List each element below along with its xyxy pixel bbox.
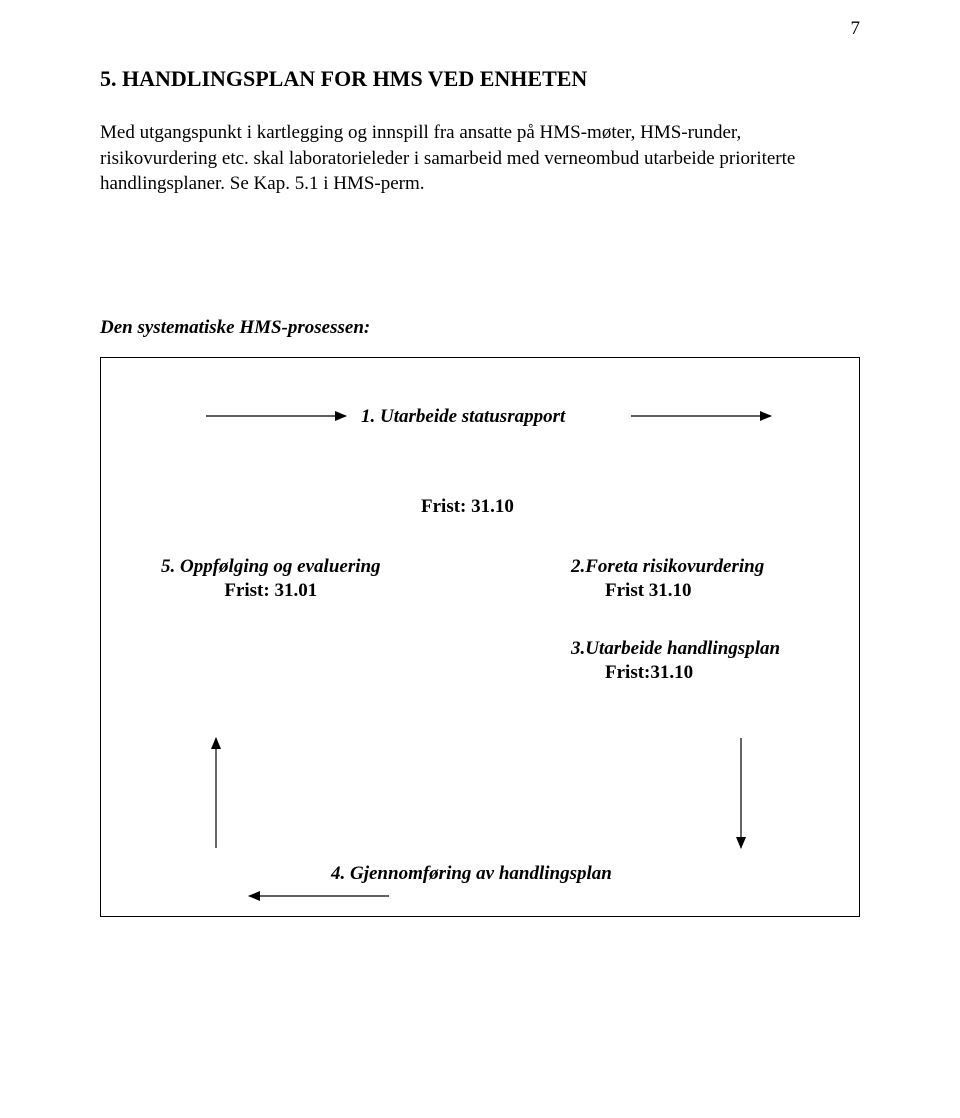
page: 7 5. HANDLINGSPLAN FOR HMS VED ENHETEN M… — [0, 0, 960, 1118]
step-2-deadline: Frist 31.10 — [605, 580, 764, 602]
body-paragraph: Med utgangspunkt i kartlegging og innspi… — [100, 120, 860, 197]
step-3-label: 3.Utarbeide handlingsplan — [571, 638, 780, 660]
step-5-label: 5. Oppfølging og evaluering — [161, 556, 381, 578]
section-heading: 5. HANDLINGSPLAN FOR HMS VED ENHETEN — [100, 66, 860, 92]
step-5: 5. Oppfølging og evaluering Frist: 31.01 — [161, 556, 381, 602]
step-1-label: 1. Utarbeide statusrapport — [361, 406, 565, 427]
process-subheading: Den systematiske HMS-prosessen: — [100, 317, 860, 339]
page-number: 7 — [851, 18, 861, 40]
step-3: 3.Utarbeide handlingsplan Frist:31.10 — [571, 638, 780, 684]
step-4-label: 4. Gjennomføring av handlingsplan — [331, 863, 612, 884]
step-5-deadline: Frist: 31.01 — [161, 580, 381, 602]
step-2-label: 2.Foreta risikovurdering — [571, 556, 764, 578]
step-1: 1. Utarbeide statusrapport — [361, 406, 565, 428]
step-4: 4. Gjennomføring av handlingsplan — [331, 863, 612, 885]
step-2: 2.Foreta risikovurdering Frist 31.10 — [571, 556, 764, 602]
process-flow-box: 1. Utarbeide statusrapport Frist: 31.10 … — [100, 357, 860, 917]
step-1-deadline: Frist: 31.10 — [421, 496, 514, 518]
step-3-deadline: Frist:31.10 — [605, 662, 780, 684]
